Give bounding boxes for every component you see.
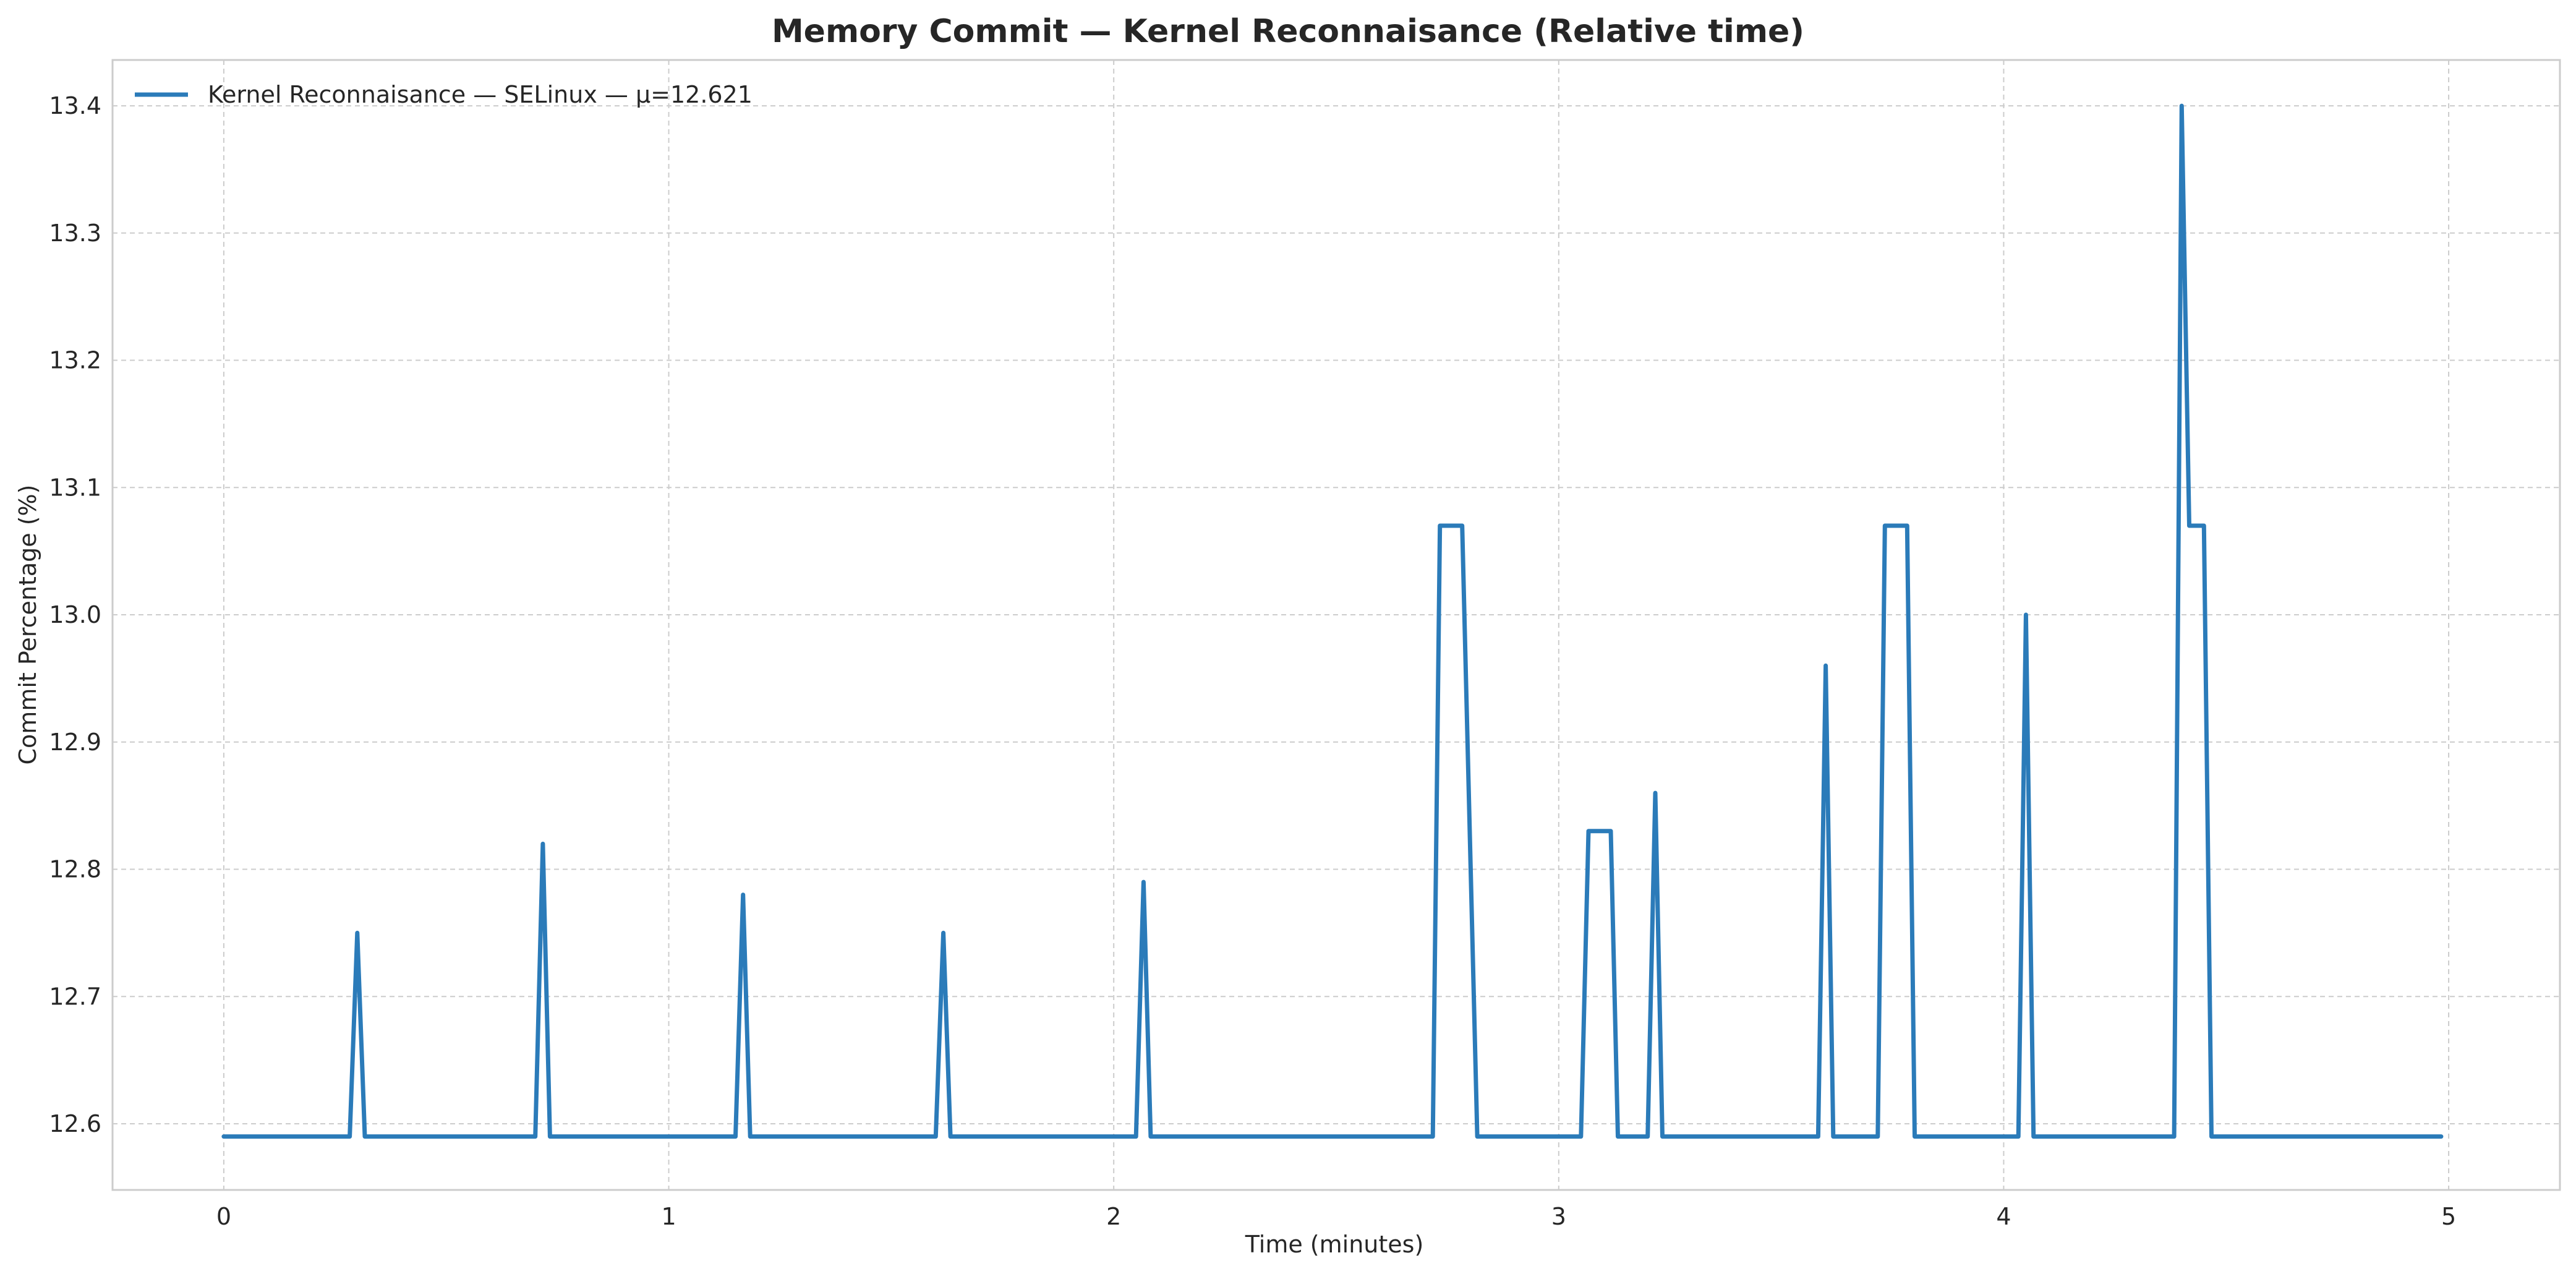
x-tick-label: 3 xyxy=(1551,1203,1566,1230)
x-tick-label: 5 xyxy=(2441,1203,2456,1230)
y-tick-label: 13.3 xyxy=(49,220,101,247)
series-line xyxy=(221,103,2444,1139)
legend: Kernel Reconnaisance — SELinux — μ=12.62… xyxy=(135,81,753,108)
y-tick-label: 12.9 xyxy=(49,729,101,756)
x-axis-label: Time (minutes) xyxy=(1245,1231,1424,1258)
grid xyxy=(113,60,2560,1190)
y-tick-label: 12.8 xyxy=(49,856,101,883)
legend-label: Kernel Reconnaisance — SELinux — μ=12.62… xyxy=(208,81,753,108)
x-axis-ticks: 0 1 2 3 4 5 xyxy=(216,1203,2456,1230)
x-tick-label: 0 xyxy=(216,1203,231,1230)
chart-title: Memory Commit — Kernel Reconnaisance (Re… xyxy=(772,13,1804,50)
x-tick-label: 2 xyxy=(1106,1203,1121,1230)
plot-frame xyxy=(111,59,2561,1191)
y-tick-label: 12.6 xyxy=(49,1110,101,1137)
y-tick-label: 13.2 xyxy=(49,347,101,374)
y-tick-label: 13.1 xyxy=(49,474,101,501)
x-tick-label: 4 xyxy=(1996,1203,2011,1230)
x-tick-label: 1 xyxy=(661,1203,676,1230)
y-tick-label: 12.7 xyxy=(49,983,101,1010)
series-layer xyxy=(221,103,2444,1139)
y-tick-label: 13.4 xyxy=(49,92,101,119)
y-tick-label: 13.0 xyxy=(49,601,101,628)
y-axis-ticks: 12.6 12.7 12.8 12.9 13.0 13.1 13.2 13.3 13.4 xyxy=(49,92,101,1137)
y-axis-label: Commit Percentage (%) xyxy=(14,485,41,765)
